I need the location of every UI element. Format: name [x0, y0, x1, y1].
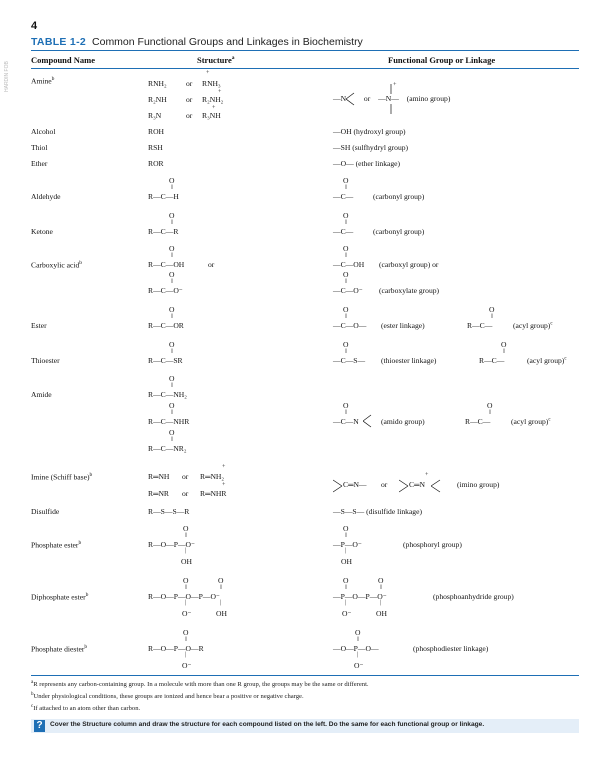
thiol-structure: RSH — [148, 143, 163, 152]
compound-name: Ether — [31, 159, 48, 168]
compound-name: Phosphate esterb — [31, 540, 82, 550]
compound-name: Carboxylic acidb — [31, 260, 83, 270]
row-thioester: Thioester O ‖ R—C—SR O ‖ —C—S— (thioeste… — [31, 340, 579, 374]
imine-bond-lines-2 — [399, 479, 409, 493]
row-disulfide: Disulfide R—S—S—R —S—S— (disulfide linka… — [31, 507, 579, 519]
compound-name: Thioester — [31, 356, 60, 365]
row-diphosphate-ester: Diphosphate esterb O ‖ O ‖ R—O—P—O—P—O⁻ … — [31, 576, 579, 622]
question-box: ? Cover the Structure column and draw th… — [31, 719, 579, 733]
row-aldehyde: Aldehyde O ‖ R—C—H O ‖ —C— (carbonyl gro… — [31, 176, 579, 210]
header-structure: Structurea — [197, 55, 235, 65]
row-amine: Amineb + RNH₂ or RNH₃ + R₂NH or R₂NH₂ + … — [31, 70, 579, 126]
alcohol-functional: —OH (hydroxyl group) — [333, 127, 406, 136]
carboxylic-structure: O ‖ R—C—OH or O ‖ R—C—O⁻ — [148, 244, 215, 295]
bond-line-up — [390, 83, 392, 94]
ester-functional: O ‖ —C—O— (ester linkage) O ‖ R—C— (acyl… — [333, 305, 553, 330]
aldehyde-functional: O ‖ —C— (carbonyl group) — [333, 176, 425, 201]
side-label: HARDIN FOB — [4, 61, 10, 92]
compound-name: Aldehyde — [31, 192, 61, 201]
table-label: TABLE 1-2 — [31, 36, 87, 48]
ketone-structure: O ‖ R—C—R — [148, 211, 179, 236]
footnote-b: bUnder physiological conditions, these g… — [31, 692, 304, 701]
amine-functional: —N or + —N— (amino group) — [333, 82, 450, 114]
disulfide-functional: —S—S— (disulfide linkage) — [333, 507, 423, 516]
compound-name: Imine (Schiff base)b — [31, 472, 93, 482]
imine-bond-lines-3 — [431, 479, 441, 493]
phosphate-ester-functional: O ‖ —P—O⁻ | OH (phosphoryl group) — [333, 524, 462, 566]
phosphate-diester-structure: O ‖ R—O—P—O—R | O⁻ — [148, 628, 204, 670]
row-phosphate-diester: Phosphate diesterb O ‖ R—O—P—O—R | O⁻ O … — [31, 628, 579, 674]
compound-name: Ketone — [31, 227, 53, 236]
header-compound: Compound Name — [31, 55, 95, 65]
row-ether: Ether ROR —O— (ether linkage) — [31, 159, 579, 171]
bottom-rule — [31, 675, 579, 676]
row-imine: Imine (Schiff base)b + R═NH or R═NH₂ + R… — [31, 464, 579, 502]
top-rule — [31, 50, 579, 52]
ether-functional: —O— (ether linkage) — [333, 159, 401, 168]
ester-structure: O ‖ R—C—OR — [148, 305, 184, 330]
table-title: TABLE 1-2 Common Functional Groups and Li… — [31, 36, 363, 48]
page-number: 4 — [31, 20, 38, 32]
compound-name: Diphosphate esterb — [31, 592, 89, 602]
thioester-structure: O ‖ R—C—SR — [148, 340, 183, 365]
row-ester: Ester O ‖ R—C—OR O ‖ —C—O— (ester linkag… — [31, 305, 579, 339]
imine-functional: C═N— or C═N + (imino group) — [333, 472, 573, 502]
diphosphate-ester-structure: O ‖ O ‖ R—O—P—O—P—O⁻ | | O⁻ OH — [148, 576, 227, 618]
ether-structure: ROR — [148, 159, 164, 168]
disulfide-structure: R—S—S—R — [148, 507, 190, 516]
bond-lines — [345, 92, 355, 106]
imine-bond-lines — [333, 479, 343, 493]
footnote-a: aR represents any carbon-containing grou… — [31, 680, 369, 689]
compound-name: Amide — [31, 390, 52, 399]
thioester-functional: O ‖ —C—S— (thioester linkage) O ‖ R—C— (… — [333, 340, 567, 365]
question-text: Cover the Structure column and draw the … — [50, 721, 485, 728]
compound-name: Amineb — [31, 76, 55, 86]
amide-functional: O ‖ —C—N (amido group) O ‖ R—C— (acyl gr… — [333, 401, 551, 428]
row-ketone: Ketone O ‖ R—C—R O ‖ —C— (carbonyl group… — [31, 211, 579, 245]
row-thiol: Thiol RSH —SH (sulfhydryl group) — [31, 143, 579, 155]
phosphate-ester-structure: O ‖ R—O—P—O⁻ | OH — [148, 524, 196, 566]
row-carboxylic-acid: Carboxylic acidb O ‖ R—C—OH or O ‖ R—C—O… — [31, 244, 579, 302]
header-rule — [31, 68, 579, 69]
row-amide: Amide O ‖ R—C—NH₂ O ‖ R—C—NHR O ‖ R—C—NR… — [31, 374, 579, 460]
thiol-functional: —SH (sulfhydryl group) — [333, 143, 409, 152]
footnote-c: cIf attached to an atom other than carbo… — [31, 704, 141, 713]
phosphate-diester-functional: O ‖ —O—P—O— | O⁻ (phosphodiester linkage… — [333, 628, 489, 670]
table-title-text: Common Functional Groups and Linkages in… — [92, 36, 363, 48]
bond-line-down — [390, 103, 392, 114]
ketone-functional: O ‖ —C— (carbonyl group) — [333, 211, 425, 236]
amide-bond-lines — [363, 414, 372, 428]
alcohol-structure: ROH — [148, 127, 165, 136]
compound-name: Phosphate diesterb — [31, 644, 88, 654]
imine-structure: + R═NH or R═NH₂ + R═NR or R═NHR — [148, 464, 227, 498]
amide-structure: O ‖ R—C—NH₂ O ‖ R—C—NHR O ‖ R—C—NR₂ — [148, 374, 190, 453]
compound-name: Thiol — [31, 143, 48, 152]
aldehyde-structure: O ‖ R—C—H — [148, 176, 179, 201]
row-phosphate-ester: Phosphate esterb O ‖ R—O—P—O⁻ | OH O ‖ —… — [31, 524, 579, 570]
header-functional: Functional Group or Linkage — [388, 55, 496, 65]
diphosphate-ester-functional: O ‖ O ‖ —P—O—P—O⁻ | | O⁻ OH (phosphoanhy… — [333, 576, 514, 618]
compound-name: Ester — [31, 321, 47, 330]
question-icon: ? — [34, 720, 45, 732]
row-alcohol: Alcohol ROH —OH (hydroxyl group) — [31, 127, 579, 139]
compound-name: Disulfide — [31, 507, 60, 516]
amine-structure: + RNH₂ or RNH₃ + R₂NH or R₂NH₂ + R₃N or … — [148, 70, 224, 120]
compound-name: Alcohol — [31, 127, 56, 136]
carboxylic-functional: O ‖ —C—OH (carboxyl group) or O ‖ —C—O⁻ … — [333, 244, 440, 295]
